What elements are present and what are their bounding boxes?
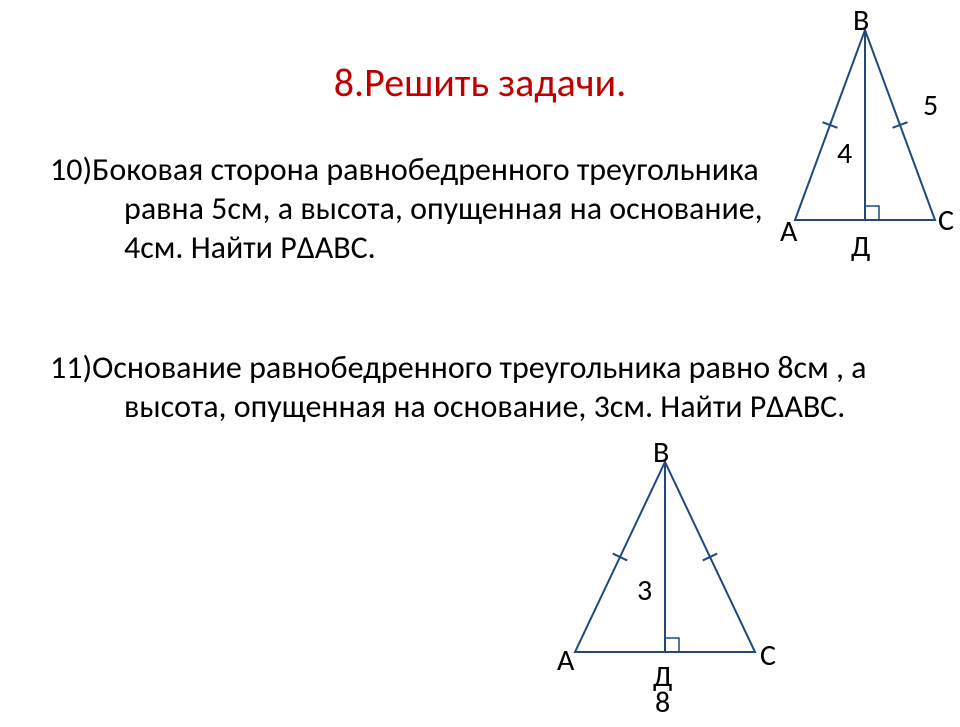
problem-10: 10)Боковая сторона равнобедренного треуг… xyxy=(50,150,770,267)
diagram-label-B: В xyxy=(653,434,669,471)
diagram-label-D: Д xyxy=(851,228,870,265)
diagram-label-base: 8 xyxy=(655,684,670,721)
diagram-1: АВСД45 xyxy=(775,10,955,270)
diagram-label-A: А xyxy=(557,642,574,679)
diagram-label-A: А xyxy=(780,213,797,250)
diagram-label-side: 5 xyxy=(923,87,938,124)
diagram-label-h: 3 xyxy=(637,572,652,609)
diagram-label-B: В xyxy=(853,2,869,39)
problem-11: 11)Основание равнобедренного треугольник… xyxy=(50,348,920,426)
diagram-label-C: С xyxy=(760,637,776,674)
problem-11-text: 11)Основание равнобедренного треугольник… xyxy=(50,348,920,426)
diagram-label-C: С xyxy=(938,202,954,239)
diagram-label-h: 4 xyxy=(837,135,852,172)
problem-10-text: 10)Боковая сторона равнобедренного треуг… xyxy=(50,150,770,267)
diagram-2: АВСД38 xyxy=(555,442,775,722)
